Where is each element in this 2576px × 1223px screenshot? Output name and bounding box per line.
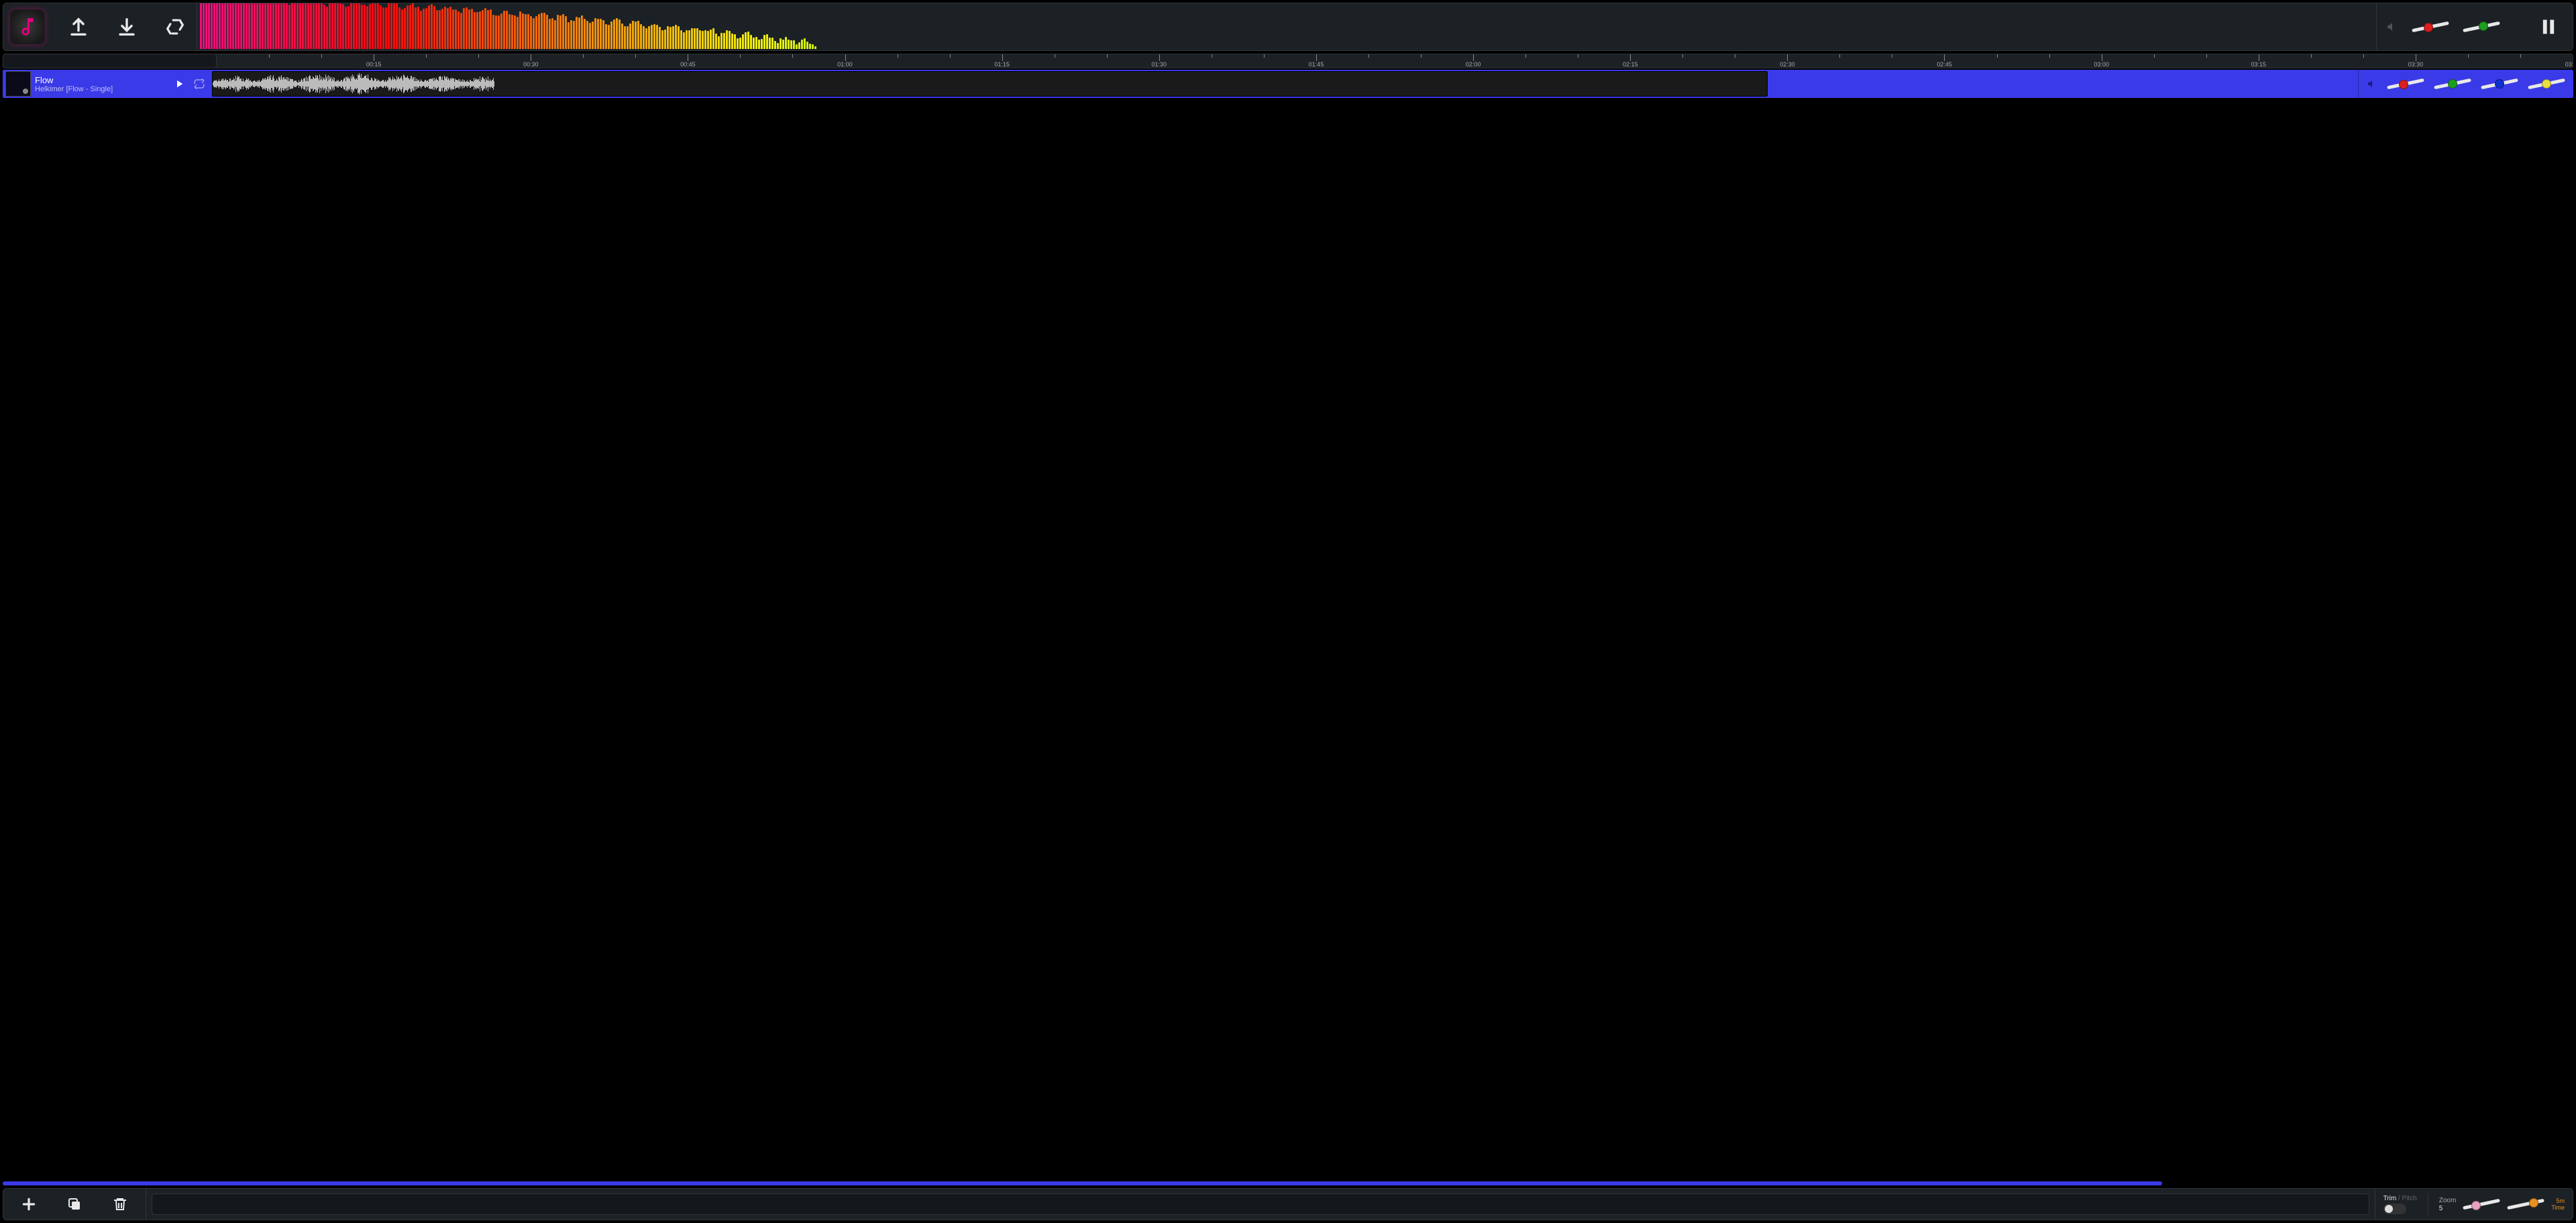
zoom-time-readout: 5m Time [2551, 1198, 2565, 1211]
zoom-slider-1[interactable] [2463, 1198, 2500, 1210]
master-spectrum[interactable] [200, 3, 2373, 50]
track-slider-4[interactable] [2528, 78, 2565, 90]
recycle-icon[interactable] [160, 12, 190, 42]
track-title: Flow [35, 75, 169, 85]
pause-button[interactable] [2534, 12, 2563, 42]
horizontal-scrollbar[interactable] [3, 1181, 2573, 1185]
scrollbar-thumb[interactable] [3, 1181, 2162, 1185]
master-slider-2[interactable] [2463, 21, 2500, 33]
track-subtitle: Helkimer [Flow - Single] [35, 85, 169, 93]
delete-button[interactable] [105, 1189, 135, 1219]
track-play-button[interactable] [169, 78, 189, 90]
download-icon[interactable] [112, 12, 142, 42]
toolbar-left-group [3, 3, 197, 50]
track-slider-2[interactable] [2434, 78, 2471, 90]
trim-toggle[interactable] [2383, 1204, 2406, 1214]
tracks-area[interactable] [3, 98, 2573, 1181]
track-clip[interactable] [212, 71, 1768, 97]
zoom-value: 5 [2439, 1205, 2443, 1212]
add-button[interactable] [14, 1189, 44, 1219]
bottom-status-bar [152, 1193, 2369, 1215]
top-toolbar [3, 3, 2573, 51]
zoom-slider-2[interactable] [2507, 1198, 2544, 1210]
master-slider-1[interactable] [2412, 21, 2449, 33]
timeline-ruler[interactable]: 00:1500:3000:4501:0001:1501:3001:4502:00… [217, 54, 2573, 68]
track-slider-3[interactable] [2481, 78, 2518, 90]
track-row[interactable]: Flow Helkimer [Flow - Single] [3, 70, 2573, 98]
track-slider-1[interactable] [2387, 78, 2424, 90]
bottom-right-group: Trim / Pitch Zoom 5 5m Time [2375, 1189, 2573, 1220]
timeline-ruler-row: 00:1500:3000:4501:0001:1501:3001:4502:00… [3, 54, 2573, 68]
duplicate-button[interactable] [60, 1189, 89, 1219]
mute-icon[interactable] [2386, 21, 2398, 33]
upload-icon[interactable] [64, 12, 93, 42]
track-timeline[interactable] [212, 70, 2358, 98]
bottom-left-group [3, 1189, 146, 1220]
track-mute-icon[interactable] [2367, 78, 2377, 89]
track-artwork[interactable] [5, 71, 31, 97]
ruler-left-pad [3, 54, 217, 68]
track-controls [2358, 70, 2573, 98]
track-meta: Flow Helkimer [Flow - Single] [35, 75, 169, 93]
zoom-label: Zoom [2439, 1197, 2457, 1204]
trim-pitch-label: Trim / Pitch [2383, 1195, 2417, 1202]
app-logo-icon[interactable] [10, 9, 45, 44]
master-controls [2376, 3, 2573, 50]
zoom-section: Zoom 5 [2439, 1197, 2457, 1212]
bottom-toolbar: Trim / Pitch Zoom 5 5m Time [3, 1188, 2573, 1220]
track-loop-button[interactable] [189, 78, 209, 90]
